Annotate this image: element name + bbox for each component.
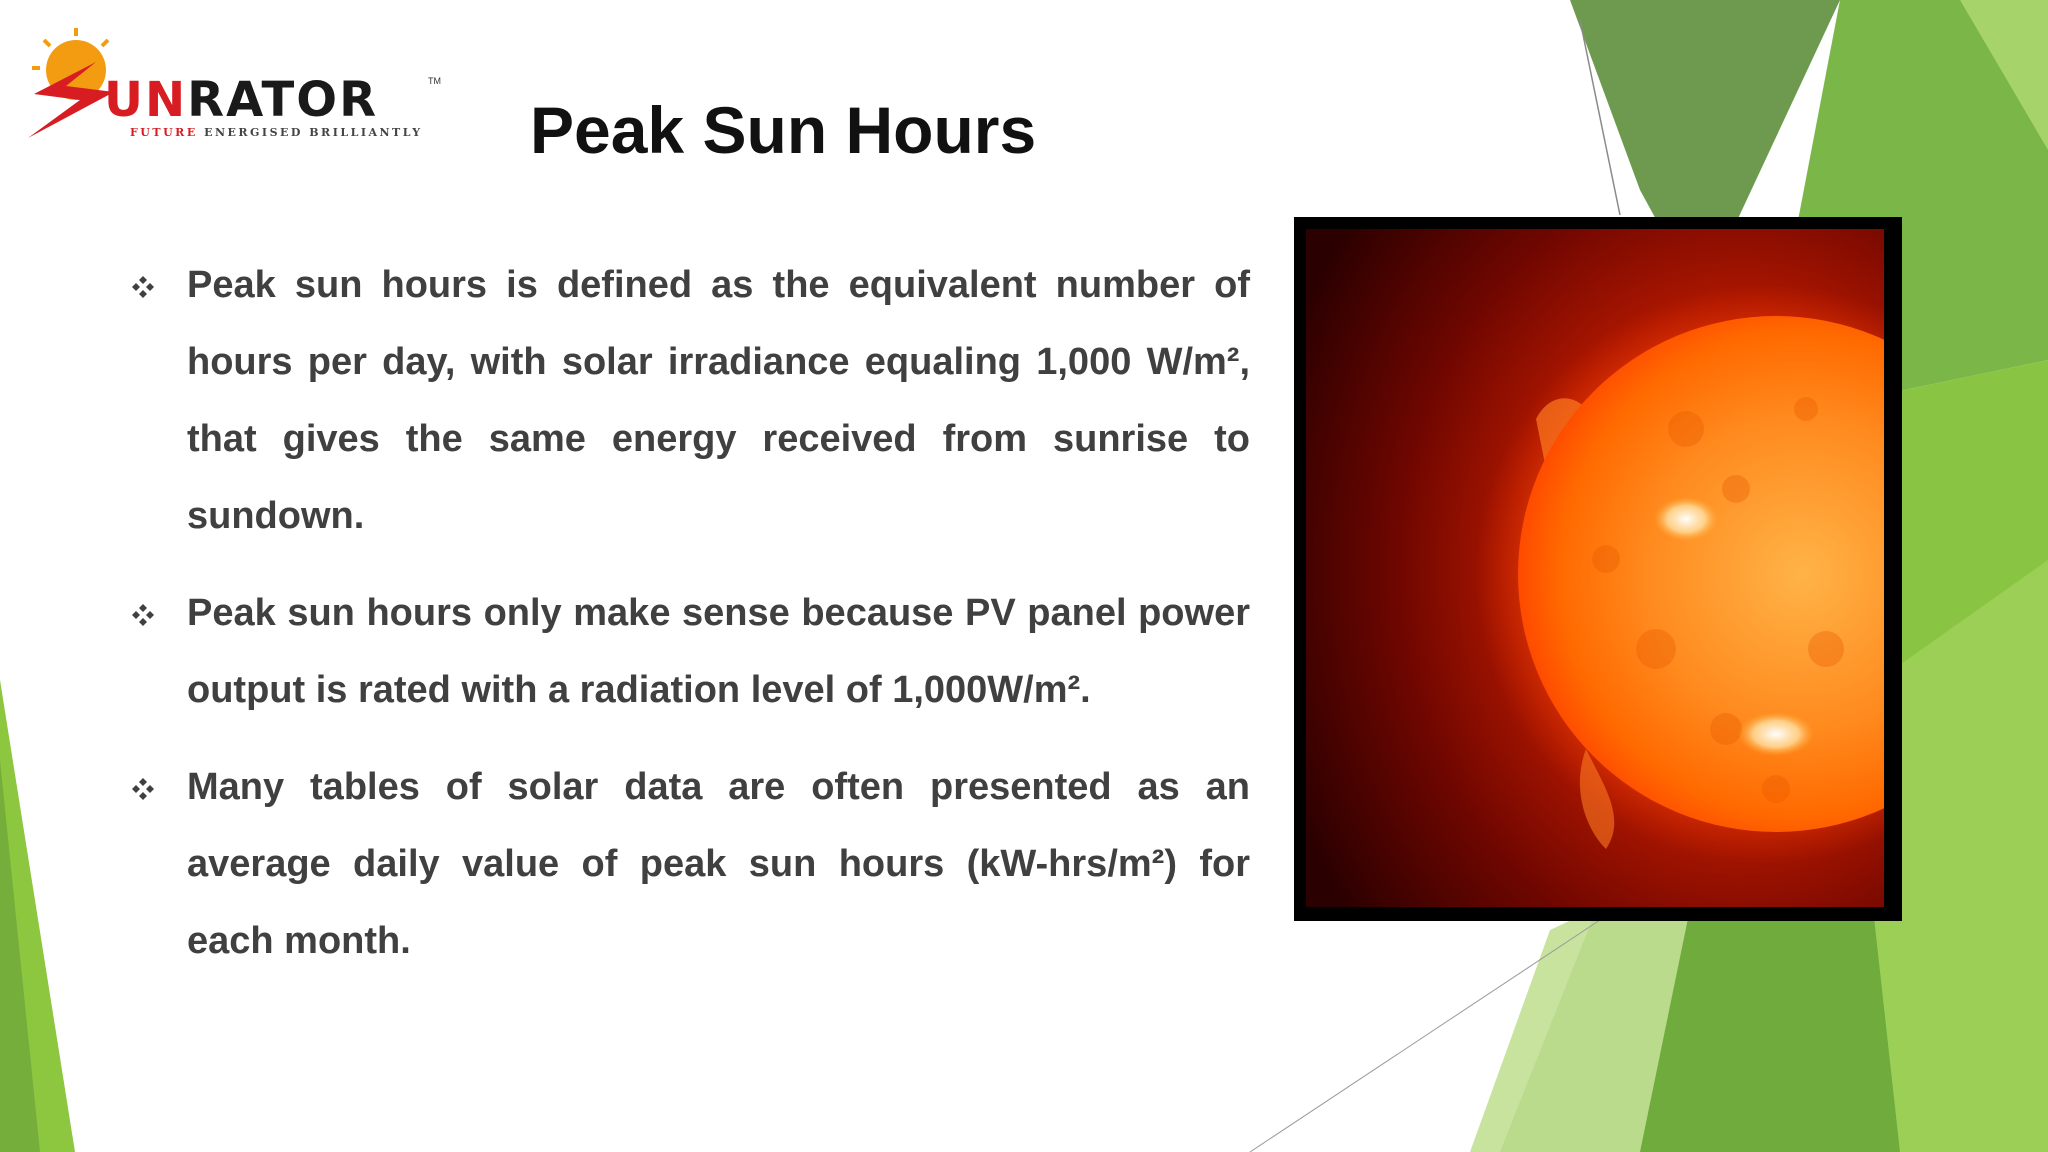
sunrator-logo: UNRATOR TM FUTURE ENERGISED BRILLIANTLY <box>18 22 441 142</box>
bullet-list: Peak sun hours is defined as the equival… <box>130 247 1250 1000</box>
bullet-item: Peak sun hours only make sense because P… <box>130 575 1250 729</box>
bullet-text: Many tables of solar data are often pres… <box>187 766 1250 962</box>
slide-title: Peak Sun Hours <box>530 93 1037 167</box>
bullet-text: Peak sun hours only make sense because P… <box>187 592 1250 711</box>
bullet-item: Many tables of solar data are often pres… <box>130 749 1250 980</box>
four-diamond-bullet-icon <box>132 604 154 626</box>
logo-trademark: TM <box>428 76 441 86</box>
four-diamond-bullet-icon <box>132 276 154 298</box>
sun-image <box>1306 229 1884 907</box>
sun-photo <box>1294 217 1902 921</box>
logo-brand-text: UNRATOR <box>104 72 379 128</box>
bullet-item: Peak sun hours is defined as the equival… <box>130 247 1250 555</box>
four-diamond-bullet-icon <box>132 778 154 800</box>
sun-swoosh-logo-icon <box>28 28 114 138</box>
logo-tagline: FUTURE ENERGISED BRILLIANTLY <box>130 126 423 139</box>
bullet-text: Peak sun hours is defined as the equival… <box>187 264 1250 537</box>
